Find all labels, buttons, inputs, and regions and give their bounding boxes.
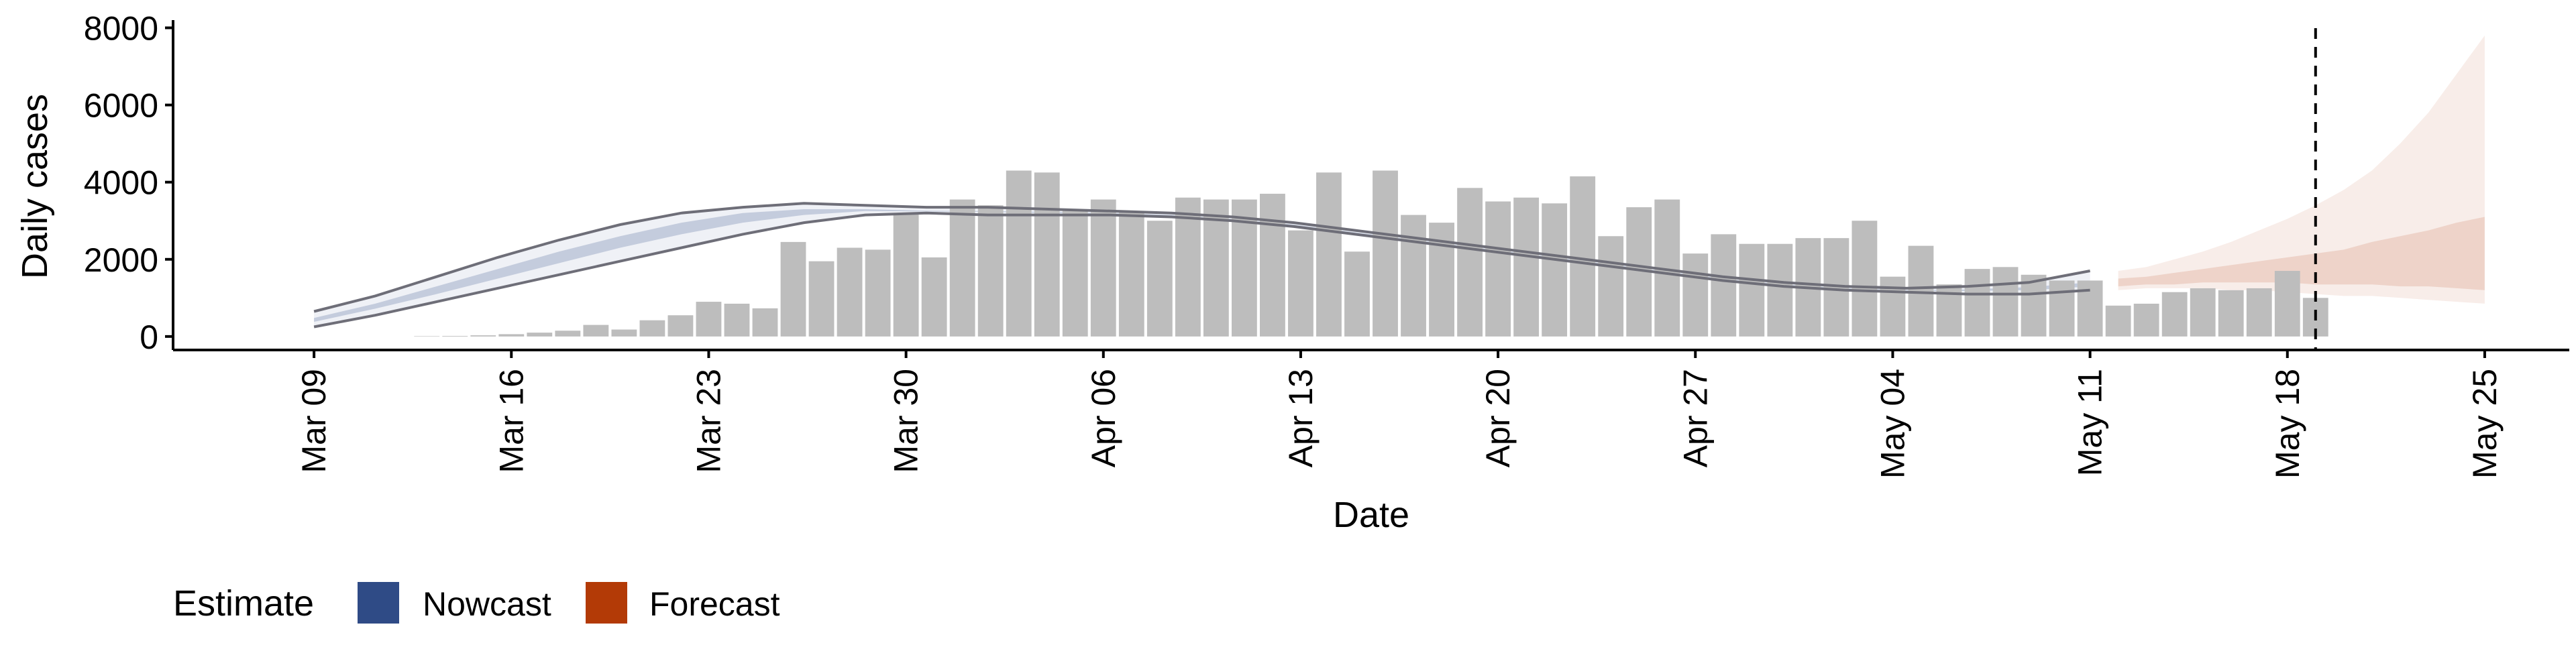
y-tick-label: 0 xyxy=(140,318,158,356)
bar xyxy=(1992,267,2019,337)
bar xyxy=(1260,193,1285,337)
x-tick-label: May 18 xyxy=(2269,369,2306,479)
x-tick-label: Apr 13 xyxy=(1282,369,1320,467)
bar xyxy=(1006,170,1032,337)
bar xyxy=(893,213,919,337)
y-tick-label: 6000 xyxy=(84,87,158,125)
bar xyxy=(2133,303,2159,337)
x-tick-label: Apr 20 xyxy=(1479,369,1517,467)
bar xyxy=(977,205,1004,337)
bar xyxy=(724,303,750,337)
bar xyxy=(1118,211,1144,337)
bar xyxy=(1203,199,1229,337)
x-ticks: Mar 09 Mar 16 Mar 23 Mar 30 Apr 06 Apr 13 Apr … xyxy=(295,350,2504,479)
line-lower-nowcast xyxy=(313,211,2090,329)
bar xyxy=(780,241,806,337)
bar xyxy=(414,336,440,337)
bar xyxy=(837,247,863,337)
bar xyxy=(527,333,553,337)
bar xyxy=(2161,292,2188,337)
bar xyxy=(2049,280,2075,337)
y-axis-title: Daily cases xyxy=(15,94,55,279)
band-inner-forecast xyxy=(2118,217,2485,290)
bar xyxy=(583,325,609,337)
bar xyxy=(2105,305,2131,337)
axes-layer xyxy=(172,20,2569,351)
legend: Estimate Nowcast Forecast xyxy=(173,582,780,624)
bar xyxy=(1090,199,1116,337)
y-tick-label: 4000 xyxy=(84,164,158,202)
x-tick-label: May 04 xyxy=(1874,369,1911,479)
legend-label-forecast: Forecast xyxy=(649,585,780,623)
bar xyxy=(752,308,778,337)
bar xyxy=(2077,280,2103,337)
bar xyxy=(1146,221,1173,337)
bar xyxy=(667,315,694,337)
bar xyxy=(808,261,835,337)
bar xyxy=(949,199,975,337)
legend-swatch-forecast xyxy=(586,582,627,624)
bar xyxy=(1457,188,1483,337)
line-upper-nowcast xyxy=(313,202,2090,313)
bar xyxy=(639,320,665,337)
bar xyxy=(1880,276,1906,337)
band-outer-nowcast xyxy=(314,203,2090,327)
bar xyxy=(1570,176,1596,337)
bar xyxy=(498,334,525,337)
bar xyxy=(1851,221,1878,337)
bar xyxy=(1316,172,1342,337)
x-tick-label: May 25 xyxy=(2466,369,2504,479)
bar xyxy=(555,331,581,337)
x-tick-label: Apr 06 xyxy=(1085,369,1122,467)
x-tick-label: Mar 09 xyxy=(295,369,333,473)
y-ticks: 0 2000 4000 6000 8000 xyxy=(84,10,173,356)
band-outer-forecast xyxy=(2118,36,2485,304)
bar xyxy=(470,335,496,337)
x-tick-label: Mar 23 xyxy=(690,369,727,473)
bar xyxy=(865,249,891,337)
bar xyxy=(1542,203,1568,337)
bar xyxy=(1401,215,1426,337)
bar xyxy=(1344,251,1370,337)
bar xyxy=(1062,209,1088,337)
bar xyxy=(921,257,947,337)
bar xyxy=(1485,201,1511,337)
bar xyxy=(1711,234,1737,337)
bar xyxy=(1373,170,1398,337)
bar xyxy=(1288,230,1313,337)
bands-layer xyxy=(314,36,2485,327)
bar xyxy=(611,329,637,337)
bar xyxy=(2246,288,2272,337)
x-tick-label: Apr 27 xyxy=(1676,369,1714,467)
x-tick-label: May 11 xyxy=(2072,369,2109,476)
bar xyxy=(1739,243,1765,337)
bar xyxy=(2274,271,2300,337)
legend-swatch-nowcast xyxy=(358,582,399,624)
x-axis-title: Date xyxy=(1333,495,1409,535)
bar xyxy=(1598,236,1624,337)
bars-layer xyxy=(414,170,2328,337)
bar xyxy=(1175,197,1201,337)
lines-layer xyxy=(313,202,2090,329)
bar xyxy=(1513,197,1540,337)
bar xyxy=(1682,253,1709,337)
bar xyxy=(2218,290,2244,337)
bar xyxy=(1034,172,1060,337)
bar xyxy=(2021,274,2047,337)
legend-label-nowcast: Nowcast xyxy=(423,585,551,623)
bar xyxy=(1767,243,1793,337)
bar xyxy=(442,335,468,337)
y-tick-label: 8000 xyxy=(84,10,158,48)
bar xyxy=(2190,288,2216,337)
y-tick-label: 2000 xyxy=(84,241,158,279)
x-tick-label: Mar 16 xyxy=(492,369,530,473)
bar xyxy=(1964,269,1990,337)
x-tick-label: Mar 30 xyxy=(888,369,925,473)
bar xyxy=(696,302,722,337)
legend-title: Estimate xyxy=(173,583,314,624)
